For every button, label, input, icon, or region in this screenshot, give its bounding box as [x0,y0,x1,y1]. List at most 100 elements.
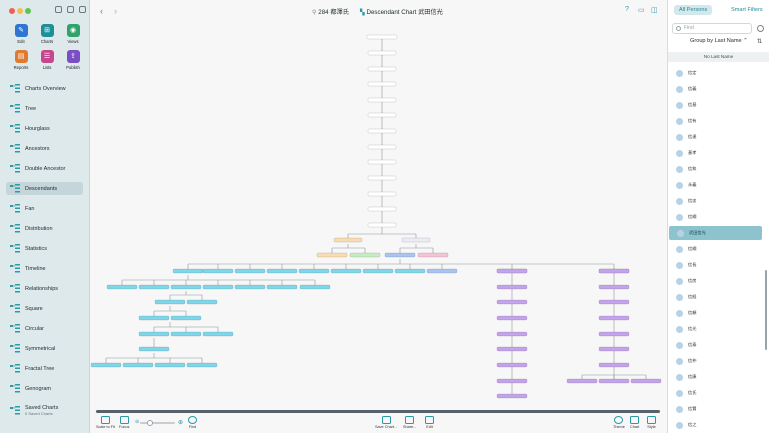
person-node[interactable] [106,284,138,290]
person-node[interactable] [234,268,266,274]
person-row[interactable]: 信定 [668,66,769,80]
person-node[interactable] [496,393,528,399]
person-node[interactable] [496,299,528,305]
person-node[interactable] [598,315,630,321]
person-node[interactable] [598,346,630,352]
person-node[interactable] [496,362,528,368]
share-button[interactable]: Share... [403,416,416,429]
person-node[interactable] [401,237,431,243]
person-row[interactable]: 武田信光 [669,226,762,240]
horizontal-scrollbar[interactable] [96,410,660,413]
sidebar-item-double-ancestor[interactable]: Double Ancestor [6,162,83,175]
minimize-window-button[interactable] [17,8,23,14]
person-node[interactable] [154,362,186,368]
person-row[interactable]: 信忠 [668,194,769,208]
zoom-in-icon[interactable]: ⊕ [178,420,184,426]
person-node[interactable] [496,346,528,352]
person-node[interactable] [367,66,397,72]
tab-smart-filters[interactable]: Smart Filters [731,7,763,13]
person-node[interactable] [496,378,528,384]
zoom-window-button[interactable] [25,8,31,14]
zoom-out-icon[interactable]: ⊖ [135,419,140,425]
person-node[interactable] [367,112,397,118]
sidebar-item-symmetrical[interactable]: Symmetrical [6,342,83,355]
zoom-slider[interactable] [140,422,175,424]
close-window-button[interactable] [9,8,15,14]
panel-scrollbar[interactable] [765,270,767,350]
sidebar-item-charts-overview[interactable]: Charts Overview [6,82,83,95]
person-node[interactable] [394,268,426,274]
person-node[interactable] [330,268,362,274]
person-node[interactable] [170,315,202,321]
person-row[interactable]: 信経 [668,290,769,304]
person-node[interactable] [496,268,528,274]
person-node[interactable] [630,378,662,384]
sidebar-item-circular[interactable]: Circular [6,322,83,335]
person-node[interactable] [367,50,397,56]
person-row[interactable]: 永義 [668,178,769,192]
style-button[interactable]: Style [647,416,656,429]
zoom-slider-knob[interactable] [147,420,153,426]
sidebar-item-statistics[interactable]: Statistics [6,242,83,255]
tool-publish[interactable]: ⇪ Publish [60,50,86,70]
theme-button[interactable]: Theme [613,416,625,429]
person-row[interactable]: 信基 [668,98,769,112]
person-node[interactable] [154,299,186,305]
person-node[interactable] [138,331,170,337]
person-row[interactable]: 信賢 [668,402,769,416]
person-node[interactable] [598,268,630,274]
person-node[interactable] [138,284,170,290]
person-row[interactable]: 信泰 [668,338,769,352]
find-button[interactable]: Find [188,416,197,429]
person-node[interactable] [496,315,528,321]
person-node[interactable] [202,331,234,337]
person-node[interactable] [367,81,397,87]
search-people-icon[interactable] [79,6,86,13]
tool-charts[interactable]: ⊞ Charts [34,24,60,44]
window-layout-icon[interactable]: ▭ [638,7,645,14]
person-node[interactable] [496,284,528,290]
person-node[interactable] [496,331,528,337]
person-node[interactable] [598,378,630,384]
person-node[interactable] [170,331,202,337]
person-node[interactable] [598,362,630,368]
back-button[interactable]: ‹ [100,6,103,16]
person-node[interactable] [266,284,298,290]
person-node[interactable] [349,252,381,258]
person-row[interactable]: 信有 [668,114,769,128]
person-row[interactable]: 信和 [668,162,769,176]
person-node[interactable] [122,362,154,368]
person-node[interactable] [367,159,397,165]
sidebar-toggle-icon[interactable]: ◫ [651,7,658,14]
descendant-chart[interactable] [90,22,667,410]
person-count-title[interactable]: ⚲ 284 都澤氏 [312,9,349,16]
person-node[interactable] [202,268,234,274]
save-chart-button[interactable]: Save Chart... [375,416,397,429]
person-node[interactable] [333,237,363,243]
scale-to-fit-button[interactable]: Scale to Fit [96,416,115,429]
person-row[interactable]: 信義 [668,82,769,96]
person-row[interactable]: 信綱 [668,210,769,224]
sidebar-item-timeline[interactable]: Timeline [6,262,83,275]
person-node[interactable] [266,268,298,274]
sidebar-item-tree[interactable]: Tree [6,102,83,115]
person-node[interactable] [299,284,331,290]
person-node[interactable] [367,144,397,150]
person-row[interactable]: 信氏 [668,386,769,400]
edit-chart-button[interactable]: Edit [425,416,434,429]
person-node[interactable] [90,362,122,368]
person-node[interactable] [138,346,170,352]
person-node[interactable] [367,222,397,228]
sidebar-item-relationships[interactable]: Relationships [6,282,83,295]
person-row[interactable]: 信達 [668,130,769,144]
sidebar-item-distribution[interactable]: Distribution [6,222,83,235]
person-node[interactable] [367,191,397,197]
person-node[interactable] [367,206,397,212]
sidebar-item-genogram[interactable]: Genogram [6,382,83,395]
find-input[interactable]: Find [672,23,752,34]
person-node[interactable] [417,252,449,258]
person-row[interactable]: 信頼 [668,306,769,320]
person-node[interactable] [298,268,330,274]
sort-icon[interactable]: ⇅ [757,39,763,45]
sidebar-item-fan[interactable]: Fan [6,202,83,215]
